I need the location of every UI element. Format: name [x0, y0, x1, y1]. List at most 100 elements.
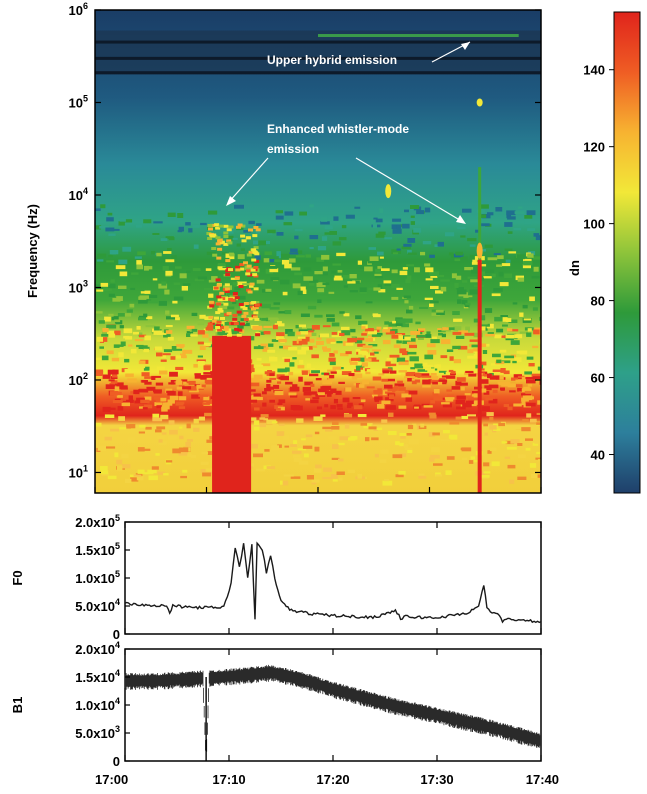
- spectrogram-cell: [341, 371, 352, 375]
- spectrogram-cell: [204, 379, 214, 384]
- spectrogram-cell: [365, 301, 373, 304]
- spectrogram-cell: [333, 277, 343, 281]
- spectrogram-cell: [481, 214, 487, 218]
- spectrogram-cell: [433, 379, 440, 383]
- spectrogram-cell: [371, 394, 378, 398]
- spectrogram-cell: [110, 380, 118, 384]
- spectrogram-cell: [416, 334, 426, 338]
- spectrogram-cell: [396, 340, 402, 344]
- spectrogram-cell: [422, 385, 431, 388]
- burst-cell: [253, 287, 259, 291]
- spectrogram-cell: [507, 406, 513, 411]
- spectrogram-cell: [347, 402, 353, 407]
- spectrogram-cell: [125, 373, 134, 378]
- spectrogram-cell: [259, 417, 266, 420]
- spectrogram-cell: [298, 324, 306, 328]
- spectrogram-cell: [490, 363, 501, 366]
- spectrogram-cell: [336, 252, 346, 257]
- spectrogram-cell: [233, 282, 238, 286]
- spectrogram-cell: [373, 390, 383, 395]
- spectrogram-cell: [408, 218, 416, 222]
- spectrogram-cell: [323, 372, 330, 376]
- frequency-tick-label: 105: [69, 93, 88, 110]
- burst-cell: [216, 283, 222, 287]
- burst-cell: [249, 305, 255, 309]
- spectrogram-cell: [99, 226, 109, 229]
- spectrogram-cell: [459, 382, 468, 386]
- spectrogram-cell: [493, 288, 503, 292]
- spectrogram-cell: [456, 289, 467, 295]
- spectrogram-cell: [120, 387, 128, 390]
- spectrogram-cell: [185, 222, 191, 226]
- spectrogram-cell: [369, 359, 380, 362]
- spectrogram-cell: [519, 312, 524, 317]
- burst-cell: [217, 307, 223, 311]
- burst-cell: [237, 328, 243, 332]
- spectrogram-cell: [422, 241, 432, 245]
- spectrogram-cell: [156, 405, 162, 409]
- spectrogram-cell: [503, 370, 510, 375]
- spectrogram-cell: [278, 376, 285, 380]
- spectrogram-cell: [506, 446, 517, 450]
- spectrogram-cell: [407, 249, 412, 254]
- spectrogram-cell: [505, 259, 511, 263]
- spectrogram-cell: [277, 321, 282, 324]
- burst-cell: [234, 296, 240, 300]
- spectrogram-cell: [528, 363, 535, 367]
- spectrogram-cell: [508, 251, 517, 254]
- spectrogram-cell: [114, 382, 124, 386]
- f0-tick-label: 0: [113, 627, 120, 642]
- spectrogram-cell: [175, 355, 183, 359]
- spectrogram-cell: [182, 349, 193, 354]
- spectrogram-cell: [376, 326, 382, 330]
- spectrogram-cell: [111, 376, 118, 379]
- spectrogram-cell: [247, 417, 257, 421]
- spectrogram-cell: [373, 351, 379, 354]
- spectrogram-cell: [433, 463, 443, 466]
- spectrogram-cell: [119, 325, 124, 329]
- spectrogram-cell: [500, 368, 506, 373]
- spectrogram-cell: [514, 357, 522, 363]
- spectrogram-cell: [322, 266, 328, 272]
- spectrogram-cell: [409, 356, 419, 362]
- spectrogram-cell: [170, 356, 176, 360]
- spectrogram-cell: [252, 325, 263, 330]
- spectrogram-cell: [153, 221, 163, 224]
- spectrogram-cell: [407, 351, 417, 355]
- spectrogram-cell: [521, 388, 532, 391]
- spectrogram-cell: [100, 466, 108, 471]
- spectrogram-cell: [294, 228, 303, 232]
- spectrogram-cell: [507, 383, 516, 388]
- spectrogram-cell: [361, 326, 366, 330]
- spectrogram-cell: [110, 428, 120, 432]
- spectrogram-cell: [425, 368, 435, 371]
- spectrogram-cell: [204, 374, 213, 378]
- spectrogram-cell: [350, 328, 356, 333]
- spectrogram-cell: [146, 386, 156, 391]
- spectrogram-cell: [197, 341, 204, 345]
- burst-cell: [209, 233, 215, 237]
- spectrogram-cell: [136, 476, 144, 481]
- spectrogram-cell: [470, 460, 478, 463]
- spectrogram-cell: [399, 270, 408, 276]
- spectrogram-cell: [537, 474, 541, 478]
- spectrogram-cell: [504, 456, 511, 459]
- spectrogram-cell: [447, 394, 454, 399]
- spectrogram-cell: [329, 361, 336, 366]
- spectrogram-cell: [269, 265, 278, 269]
- spectrogram-cell: [266, 466, 276, 469]
- spectrogram-cell: [315, 378, 322, 381]
- spectrogram-cell: [360, 422, 368, 426]
- spectrogram-cell: [422, 379, 431, 385]
- spectrogram-cell: [193, 427, 200, 432]
- spectrogram-cell: [165, 310, 170, 315]
- spectrogram-cell: [102, 328, 109, 333]
- spectrogram-cell: [381, 268, 390, 271]
- spectrogram-cell: [526, 379, 536, 384]
- spectrogram-cell: [167, 391, 176, 396]
- spectrogram-cell: [153, 396, 164, 400]
- spectrogram-cell: [249, 389, 256, 392]
- spectrogram-cell: [311, 370, 320, 374]
- spectrogram-cell: [352, 373, 363, 378]
- spectrogram-cell: [455, 380, 462, 386]
